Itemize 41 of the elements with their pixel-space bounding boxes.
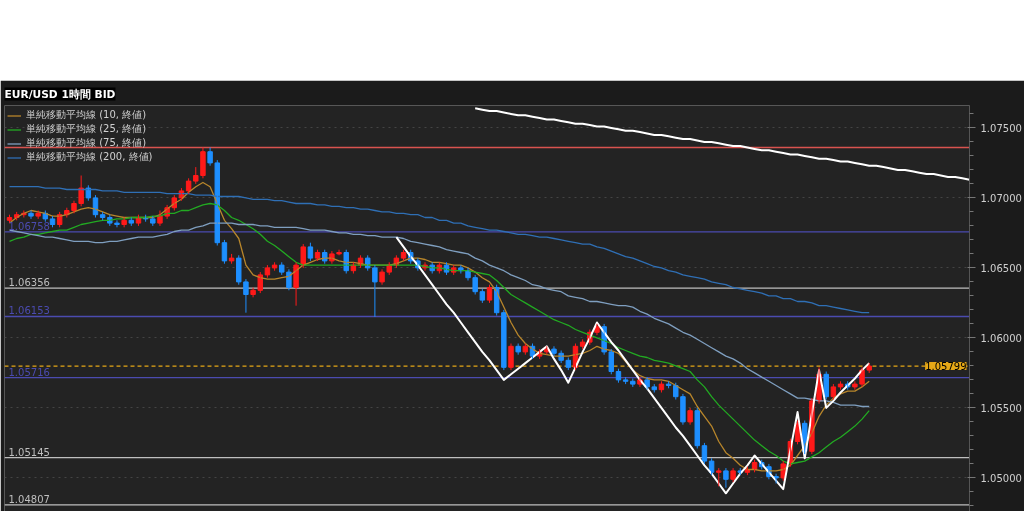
ref-line-label: 1.06153	[8, 305, 50, 317]
ref-line-label: 1.06758	[8, 220, 50, 232]
ref-line-label: 1.05145	[8, 446, 50, 458]
candlestick	[271, 261, 278, 272]
line-series	[8, 186, 870, 314]
candlestick	[515, 343, 521, 356]
candlestick	[279, 261, 285, 276]
candlestick	[651, 383, 657, 393]
y-tick-label: 1.05500	[980, 402, 1022, 414]
y-tick-label: 1.06000	[980, 332, 1022, 344]
chart-title: EUR/USD 1時間 BID	[4, 87, 116, 101]
y-tick-label: 1.07500	[980, 122, 1022, 134]
ref-line-label: 1.05799	[925, 361, 967, 373]
legend-label: 単純移動平均線 (75, 終値)	[26, 136, 147, 150]
candlestick	[866, 362, 872, 374]
ref-line-label: 1.05716	[8, 366, 50, 378]
candlestick	[716, 467, 722, 487]
ref-line-label: 1.06356	[8, 277, 50, 289]
legend-label: 単純移動平均線 (10, 終値)	[26, 108, 147, 122]
candlestick	[35, 210, 41, 220]
line-series	[8, 222, 870, 408]
ref-line-label: 1.04807	[8, 493, 50, 505]
line-series	[395, 236, 871, 495]
legend-label: 単純移動平均線 (25, 終値)	[26, 122, 147, 136]
candlestick	[228, 253, 235, 265]
candlestick	[665, 380, 672, 389]
candlestick	[837, 380, 844, 391]
line-series	[474, 107, 970, 181]
candlestick	[85, 184, 92, 202]
y-tick-label: 1.07000	[980, 192, 1022, 204]
y-tick-label: 1.05000	[980, 472, 1022, 484]
candlestick	[608, 348, 615, 375]
candlestick	[622, 376, 629, 385]
candlestick	[128, 217, 135, 227]
candlestick	[479, 288, 486, 304]
y-tick-label: 1.06500	[980, 262, 1022, 274]
candlestick	[579, 338, 586, 350]
candlestick	[694, 407, 700, 449]
legend-label: 単純移動平均線 (200, 終値)	[26, 150, 153, 164]
candlestick	[630, 378, 636, 388]
candlestick	[522, 343, 529, 356]
